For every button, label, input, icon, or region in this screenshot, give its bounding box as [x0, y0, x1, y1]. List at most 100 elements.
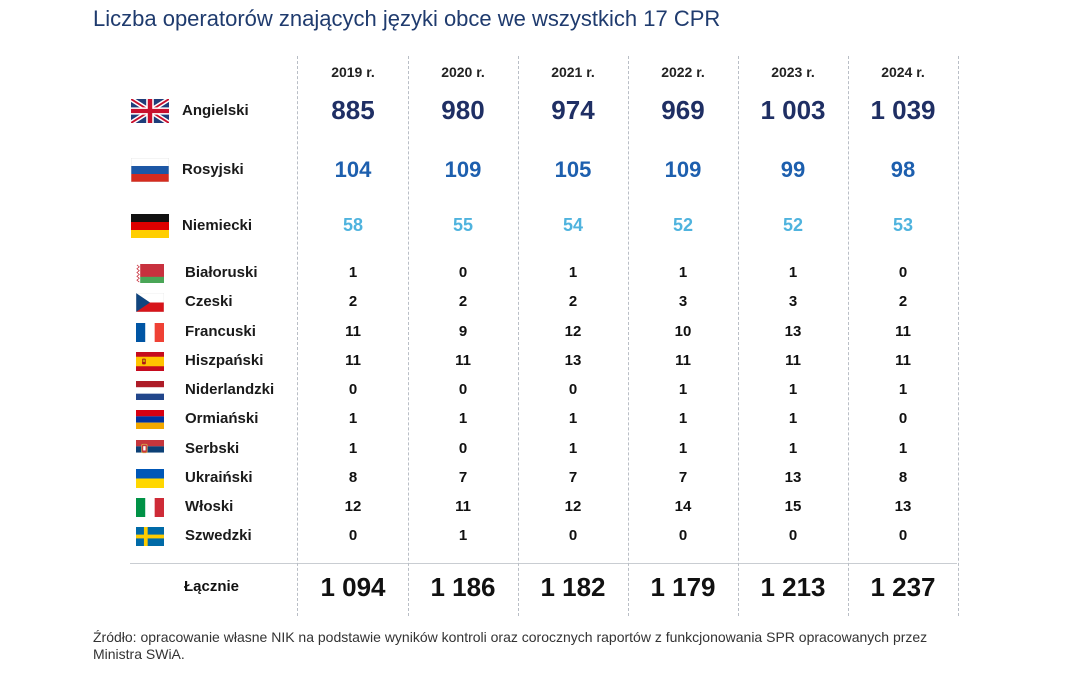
table-cell-value: 1 — [788, 410, 798, 427]
table-cell-value: 14 — [674, 498, 692, 515]
table-cell-value: 2 — [458, 293, 468, 310]
row-label-language: Ukraiński — [185, 469, 253, 486]
table-cell-value: 0 — [458, 440, 468, 457]
table-cell-value: 58 — [342, 215, 364, 236]
column-header-year: 2024 r. — [881, 64, 925, 80]
table-cell-value: 0 — [458, 264, 468, 281]
table-cell-value: 8 — [348, 469, 358, 486]
row-label-language: Angielski — [182, 102, 249, 119]
table-cell-value: 9 — [458, 323, 468, 340]
table-cell-value: 12 — [564, 498, 582, 515]
table-cell-value: 53 — [892, 215, 914, 236]
table-cell-value: 109 — [664, 156, 702, 182]
row-label-language: Hiszpański — [185, 352, 264, 369]
table-cell-value: 13 — [784, 323, 802, 340]
table-cell-value: 12 — [344, 498, 362, 515]
table-cell-value: 11 — [675, 352, 691, 369]
table-cell-value: 1 — [898, 440, 908, 457]
table-cell-value: 0 — [898, 527, 908, 544]
table-cell-value: 7 — [678, 469, 688, 486]
table-cell-value: 98 — [890, 156, 916, 182]
total-cell-value: 1 094 — [320, 572, 386, 602]
table-cell-value: 0 — [348, 527, 358, 544]
table-cell-value: 2 — [898, 293, 908, 310]
column-divider — [408, 56, 409, 616]
total-cell-value: 1 179 — [650, 572, 716, 602]
table-cell-value: 0 — [568, 527, 578, 544]
column-divider — [848, 56, 849, 616]
table-cell-value: 3 — [788, 293, 798, 310]
table-cell-value: 1 — [788, 440, 798, 457]
column-divider — [628, 56, 629, 616]
row-label-language: Białoruski — [185, 264, 258, 281]
column-header-year: 2019 r. — [331, 64, 375, 80]
table-cell-value: 99 — [780, 156, 806, 182]
belarus-flag-icon — [136, 263, 164, 283]
table-cell-value: 1 — [348, 264, 358, 281]
table-cell-value: 55 — [452, 215, 474, 236]
total-cell-value: 1 182 — [540, 572, 606, 602]
table-cell-value: 0 — [458, 381, 468, 398]
table-cell-value: 7 — [458, 469, 468, 486]
total-label: Łącznie — [184, 578, 240, 595]
table-cell-value: 0 — [678, 527, 688, 544]
netherlands-flag-icon — [136, 380, 164, 400]
table-cell-value: 980 — [441, 95, 485, 126]
table-cell-value: 1 — [568, 410, 578, 427]
column-divider — [297, 56, 298, 616]
column-header-year: 2020 r. — [441, 64, 485, 80]
table-cell-value: 15 — [784, 498, 802, 515]
table-cell-value: 1 — [788, 381, 798, 398]
table-cell-value: 11 — [345, 352, 361, 369]
table-cell-value: 1 — [458, 410, 468, 427]
table-cell-value: 54 — [562, 215, 584, 236]
table-cell-value: 7 — [568, 469, 578, 486]
table-cell-value: 1 — [348, 410, 358, 427]
table-cell-value: 0 — [898, 264, 908, 281]
table-cell-value: 12 — [564, 323, 582, 340]
germany-flag-icon — [131, 214, 169, 238]
table-cell-value: 3 — [678, 293, 688, 310]
czechia-flag-icon — [136, 292, 164, 312]
table-cell-value: 1 — [788, 264, 798, 281]
table-cell-value: 1 — [898, 381, 908, 398]
table-cell-value: 109 — [444, 156, 482, 182]
table-cell-value: 13 — [894, 498, 912, 515]
table-cell-value: 11 — [895, 323, 911, 340]
table-cell-value: 969 — [661, 95, 705, 126]
table-cell-value: 11 — [345, 323, 361, 340]
row-label-language: Ormiański — [185, 410, 259, 427]
table-cell-value: 105 — [554, 156, 592, 182]
table-cell-value: 1 — [678, 264, 688, 281]
total-divider — [130, 563, 957, 564]
column-divider — [738, 56, 739, 616]
table-cell-value: 1 — [568, 440, 578, 457]
table-cell-value: 1 — [678, 381, 688, 398]
row-label-language: Niemiecki — [182, 217, 253, 234]
table-cell-value: 0 — [788, 527, 798, 544]
table-cell-value: 52 — [672, 215, 694, 236]
table-cell-value: 1 039 — [870, 95, 936, 126]
column-divider — [518, 56, 519, 616]
column-header-year: 2021 r. — [551, 64, 595, 80]
total-cell-value: 1 186 — [430, 572, 496, 602]
uk-flag-icon — [131, 99, 169, 123]
italy-flag-icon — [136, 497, 164, 517]
table-cell-value: 1 — [678, 440, 688, 457]
russia-flag-icon — [131, 158, 169, 182]
spain-flag-icon — [136, 351, 164, 371]
total-cell-value: 1 237 — [870, 572, 936, 602]
table-cell-value: 104 — [334, 156, 372, 182]
table-cell-value: 0 — [348, 381, 358, 398]
column-header-year: 2022 r. — [661, 64, 705, 80]
serbia-flag-icon — [136, 439, 164, 459]
row-label-language: Szwedzki — [185, 527, 252, 544]
table-cell-value: 2 — [568, 293, 578, 310]
table-cell-value: 1 — [678, 410, 688, 427]
table-cell-value: 11 — [785, 352, 801, 369]
table-cell-value: 885 — [331, 95, 375, 126]
table-cell-value: 13 — [564, 352, 582, 369]
table-cell-value: 8 — [898, 469, 908, 486]
total-cell-value: 1 213 — [760, 572, 826, 602]
table-cell-value: 1 003 — [760, 95, 826, 126]
